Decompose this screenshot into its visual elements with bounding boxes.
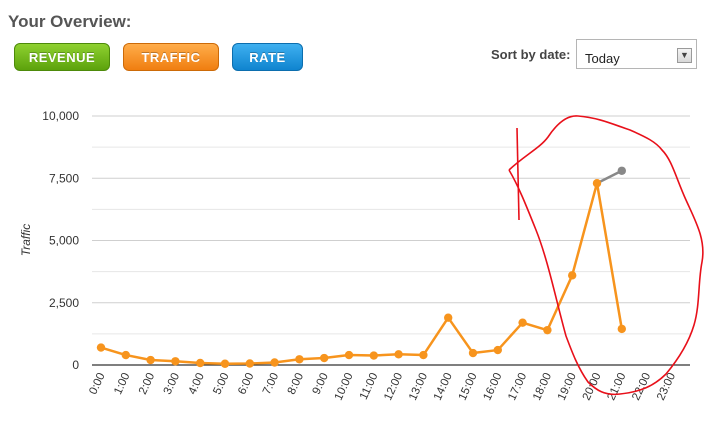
- x-tick-label: 13:00: [407, 371, 430, 402]
- series-0-point[interactable]: [196, 358, 205, 368]
- x-tick-label: 0:00: [87, 371, 107, 396]
- series-1-point[interactable]: [617, 166, 626, 175]
- series-0-point[interactable]: [96, 343, 106, 352]
- chart-series-points: [96, 166, 626, 368]
- x-tick-label: 22:00: [630, 371, 653, 402]
- x-tick-label: 21:00: [605, 371, 628, 402]
- y-axis-title: Traffic: [19, 224, 33, 256]
- x-tick-label: 14:00: [432, 371, 455, 402]
- series-0-point[interactable]: [617, 324, 626, 334]
- x-tick-label: 2:00: [137, 371, 157, 396]
- sort-by-date-label: Sort by date:: [491, 47, 571, 62]
- series-0-point[interactable]: [320, 353, 329, 363]
- chart-gridlines: [92, 115, 690, 366]
- x-tick-label: 17:00: [506, 371, 529, 402]
- y-tick-label: 5,000: [49, 234, 79, 248]
- series-0-point[interactable]: [394, 350, 403, 359]
- series-0-point[interactable]: [444, 313, 453, 322]
- series-0-point[interactable]: [369, 351, 378, 360]
- series-0-point[interactable]: [344, 350, 354, 360]
- series-0-point[interactable]: [171, 357, 180, 366]
- chevron-down-icon[interactable]: ▼: [677, 48, 692, 63]
- series-1-line: [596, 169, 623, 185]
- y-axis-ticks: 0 2,500 5,000 7,500 10,000: [42, 109, 79, 372]
- y-tick-label: 2,500: [49, 296, 79, 310]
- x-tick-label: 5:00: [211, 371, 231, 396]
- x-tick-label: 11:00: [358, 371, 381, 401]
- series-0-point[interactable]: [568, 271, 577, 280]
- series-0-point[interactable]: [543, 325, 552, 335]
- x-tick-label: 23:00: [655, 371, 678, 402]
- x-tick-label: 4:00: [187, 371, 207, 396]
- revenue-tab-button[interactable]: REVENUE: [14, 43, 110, 71]
- x-tick-label: 19:00: [556, 371, 579, 402]
- series-0-point[interactable]: [468, 348, 478, 358]
- series-0-point[interactable]: [270, 358, 279, 367]
- series-0-point[interactable]: [518, 318, 527, 327]
- annotation-tick-mark: [516, 127, 520, 221]
- series-0-line: [100, 181, 624, 366]
- annotation-circle: [508, 115, 704, 396]
- y-tick-label: 7,500: [49, 171, 79, 185]
- red-annotation-scribble: [508, 115, 704, 396]
- x-tick-label: 15:00: [457, 371, 480, 402]
- y-tick-label: 10,000: [42, 109, 79, 123]
- traffic-tab-button[interactable]: TRAFFIC: [123, 43, 219, 71]
- date-select-value: Today: [585, 51, 620, 66]
- x-axis-ticks: 0:00 1:00 2:00 3:00 4:00 5:00 6:00 7:00 8:00 9:00…: [87, 371, 678, 402]
- series-0-point[interactable]: [592, 179, 602, 188]
- series-0-point[interactable]: [220, 359, 230, 368]
- x-tick-label: 9:00: [311, 371, 331, 396]
- x-tick-label: 3:00: [162, 371, 182, 396]
- series-0-point[interactable]: [146, 355, 155, 365]
- chart-series-lines: [100, 169, 624, 366]
- series-0-point[interactable]: [295, 355, 304, 364]
- page-title: Your Overview:: [8, 12, 132, 31]
- y-tick-label: 0: [72, 358, 79, 372]
- x-tick-label: 8:00: [286, 371, 306, 396]
- x-tick-label: 1:00: [112, 371, 132, 396]
- x-tick-label: 6:00: [236, 371, 256, 396]
- x-tick-label: 12:00: [382, 371, 405, 402]
- x-tick-label: 18:00: [531, 371, 554, 402]
- x-tick-label: 7:00: [261, 371, 281, 396]
- rate-tab-button[interactable]: RATE: [232, 43, 303, 71]
- series-0-point[interactable]: [419, 350, 428, 360]
- x-tick-label: 10:00: [333, 371, 356, 402]
- date-select[interactable]: Today ▼: [576, 39, 697, 69]
- x-tick-label: 16:00: [481, 371, 504, 402]
- series-0-point[interactable]: [245, 359, 254, 368]
- series-0-point[interactable]: [121, 350, 130, 360]
- series-0-point[interactable]: [493, 345, 502, 355]
